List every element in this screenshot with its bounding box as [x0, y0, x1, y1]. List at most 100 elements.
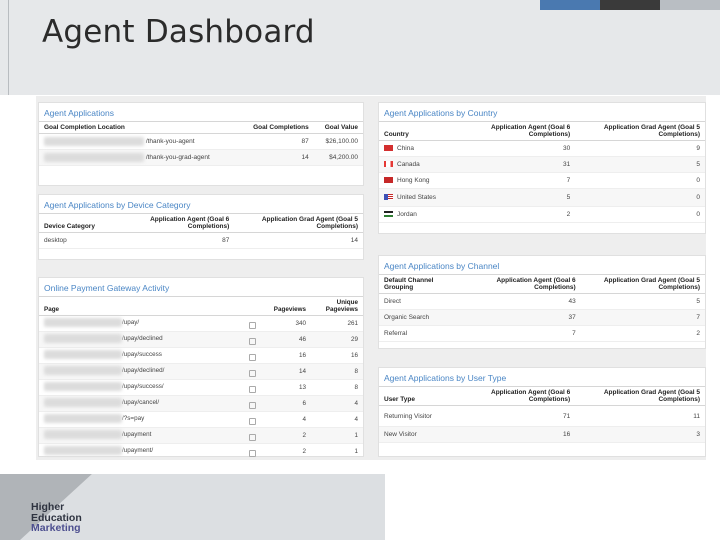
table-row[interactable]: /upay/success 16 16: [39, 347, 363, 364]
table-row[interactable]: Direct 43 5: [379, 293, 705, 310]
table-row[interactable]: Hong Kong 7 0: [379, 172, 705, 189]
agent-cell: 30: [459, 140, 576, 157]
column-header[interactable]: Application Grad Agent (Goal 5 Completio…: [575, 121, 705, 141]
column-header[interactable]: Country: [379, 121, 459, 141]
unique-cell: 1: [311, 443, 363, 460]
top-accent-blue: [540, 0, 600, 10]
table-row[interactable]: Organic Search 37 7: [379, 309, 705, 326]
agent-cell: 71: [459, 405, 576, 427]
column-header[interactable]: Goal Completions: [239, 121, 314, 134]
external-link-icon[interactable]: [249, 418, 256, 425]
table-row[interactable]: /upayment/2 1: [39, 443, 363, 460]
column-header[interactable]: Pageviews: [261, 296, 311, 316]
external-link-icon[interactable]: [249, 402, 256, 409]
table-row[interactable]: /thank-you-grad-agent 14 $4,200.00: [39, 149, 363, 166]
redacted-domain: [44, 366, 122, 375]
redacted-domain: [44, 318, 122, 327]
header-divider: [8, 0, 9, 95]
table-row[interactable]: Jordan 2 0: [379, 206, 705, 223]
device-cell: desktop: [39, 232, 119, 249]
dashboard-content: Agent Applications Goal Completion Locat…: [36, 96, 706, 460]
logo-text-education: Education: [31, 511, 82, 524]
column-header[interactable]: Application Agent (Goal 6 Completions): [459, 386, 576, 406]
channel-cell: Organic Search: [379, 309, 469, 326]
column-header[interactable]: Goal Completion Location: [39, 121, 240, 134]
brand-logo: Higher Education Marketing: [31, 502, 82, 534]
grad-cell: 14: [234, 232, 363, 249]
grad-cell: 0: [575, 188, 705, 207]
country-cell: Hong Kong: [397, 177, 430, 184]
column-header[interactable]: Page: [39, 296, 261, 316]
payment-gateway-panel: Online Payment Gateway Activity Page Pag…: [38, 277, 364, 460]
grad-cell: 0: [575, 206, 705, 223]
external-link-icon[interactable]: [249, 386, 256, 393]
column-header[interactable]: Unique Pageviews: [311, 296, 363, 316]
location-cell: /thank-you-grad-agent: [145, 154, 210, 162]
unique-cell: 16: [311, 347, 363, 364]
agent-cell: 31: [459, 156, 576, 173]
external-link-icon[interactable]: [249, 322, 256, 329]
panel-title[interactable]: Agent Applications by Channel: [384, 261, 500, 271]
table-row[interactable]: Referral 7 2: [379, 325, 705, 342]
external-link-icon[interactable]: [249, 434, 256, 441]
unique-cell: 4: [311, 411, 363, 428]
top-accent-grey: [660, 0, 720, 10]
column-header[interactable]: Application Agent (Goal 6 Completions): [119, 213, 235, 233]
table-row[interactable]: /upay/declined 46 29: [39, 331, 363, 348]
slide-header: Agent Dashboard: [0, 0, 720, 95]
table-row[interactable]: United States 5 0: [379, 188, 705, 207]
agent-cell: 7: [469, 325, 581, 342]
column-header[interactable]: Goal Value: [313, 121, 363, 134]
user-type-cell: Returning Visitor: [379, 405, 459, 427]
table-row[interactable]: /upay/340 261: [39, 315, 363, 332]
table-row[interactable]: /thank-you-agent 87 $26,100.00: [39, 133, 363, 150]
jordan-flag-icon: [384, 211, 393, 218]
panel-title[interactable]: Agent Applications: [44, 108, 114, 118]
agent-cell: 16: [459, 426, 576, 443]
logo-text-marketing: Marketing: [31, 522, 81, 534]
table-row[interactable]: /?s=pay 4 4: [39, 411, 363, 428]
table-row[interactable]: /upay/cancel/6 4: [39, 395, 363, 412]
column-header[interactable]: Default Channel Grouping: [379, 274, 469, 294]
device-category-panel: Agent Applications by Device Category De…: [38, 194, 364, 260]
table-row[interactable]: /upayment 2 1: [39, 427, 363, 444]
unique-cell: 29: [311, 331, 363, 348]
panel-title[interactable]: Agent Applications by User Type: [384, 373, 507, 383]
pageviews-cell: 46: [261, 331, 311, 348]
external-link-icon[interactable]: [249, 338, 256, 345]
unique-cell: 261: [311, 315, 363, 332]
panel-title[interactable]: Agent Applications by Country: [384, 108, 498, 118]
external-link-icon[interactable]: [249, 450, 256, 457]
column-header[interactable]: Application Grad Agent (Goal 5 Completio…: [234, 213, 363, 233]
table-row[interactable]: Returning Visitor 71 11: [379, 405, 705, 427]
user-type-panel: Agent Applications by User Type User Typ…: [378, 367, 706, 457]
column-header[interactable]: Application Agent (Goal 6 Completions): [469, 274, 581, 294]
panel-title[interactable]: Agent Applications by Device Category: [44, 200, 191, 210]
redacted-domain: [44, 446, 122, 455]
agent-cell: 2: [459, 206, 576, 223]
table-row[interactable]: /upay/success/13 8: [39, 379, 363, 396]
table-row[interactable]: /upay/declined/14 8: [39, 363, 363, 380]
grad-cell: 11: [575, 405, 705, 427]
external-link-icon[interactable]: [249, 370, 256, 377]
table-row[interactable]: China 30 9: [379, 140, 705, 157]
external-link-icon[interactable]: [249, 354, 256, 361]
column-header[interactable]: Device Category: [39, 213, 119, 233]
column-header[interactable]: Application Grad Agent (Goal 5 Completio…: [580, 274, 705, 294]
page-cell: /upay/success/: [122, 383, 164, 391]
page-cell: /upay/success: [122, 351, 162, 359]
panel-title[interactable]: Online Payment Gateway Activity: [44, 283, 170, 293]
table-row[interactable]: desktop 87 14: [39, 232, 363, 249]
redacted-domain: [44, 334, 122, 343]
device-category-table: Device Category Application Agent (Goal …: [39, 213, 363, 249]
table-row[interactable]: New Visitor 16 3: [379, 426, 705, 443]
column-header[interactable]: Application Agent (Goal 6 Completions): [459, 121, 576, 141]
us-flag-icon: [384, 194, 393, 201]
location-cell: /thank-you-agent: [145, 138, 195, 146]
column-header[interactable]: Application Grad Agent (Goal 5 Completio…: [575, 386, 705, 406]
column-header[interactable]: User Type: [379, 386, 459, 406]
table-row[interactable]: Canada 31 5: [379, 156, 705, 173]
completions-cell: 14: [239, 149, 314, 166]
canada-flag-icon: [384, 161, 393, 168]
page-cell: /?s=pay: [122, 415, 145, 423]
